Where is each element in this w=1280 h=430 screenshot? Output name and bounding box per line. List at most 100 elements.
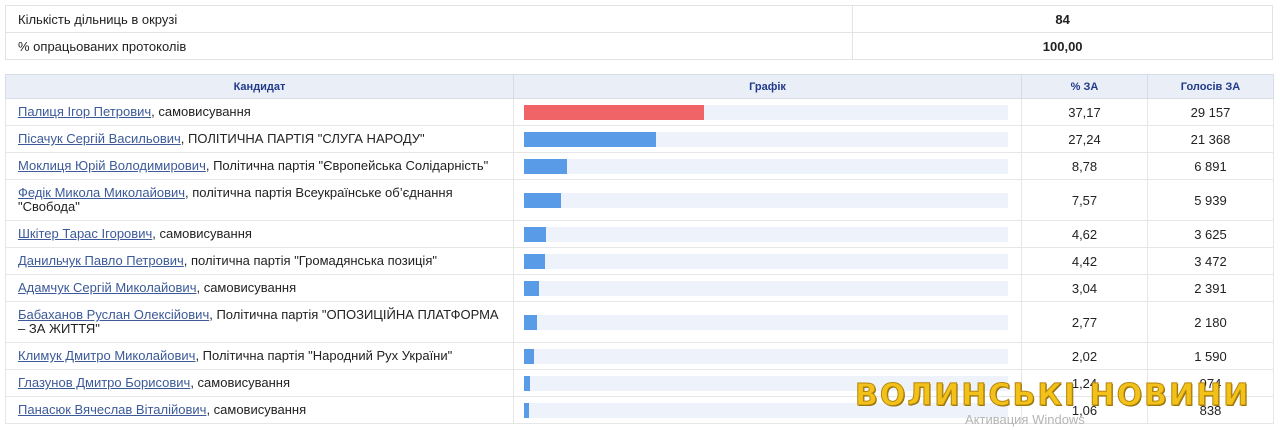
percent-cell: 37,17	[1021, 98, 1148, 126]
candidate-party: , політична партія "Громадянська позиція…	[183, 253, 437, 268]
summary-value: 84	[852, 5, 1273, 33]
votes-cell: 2 180	[1147, 301, 1274, 343]
vote-bar-track	[524, 375, 1008, 391]
table-header-row: Кандидат Графік % ЗА Голосів ЗА	[5, 74, 1274, 99]
table-row: Глазунов Дмитро Борисович, самовисування…	[5, 369, 1274, 397]
vote-bar-track	[524, 192, 1008, 208]
candidate-cell: Бабаханов Руслан Олексійович, Політична …	[5, 301, 514, 343]
candidate-name-link[interactable]: Шкітер Тарас Ігорович	[18, 226, 153, 241]
graph-cell	[513, 396, 1022, 424]
table-row: Панасюк Вячеслав Віталійович, самовисува…	[5, 396, 1274, 424]
candidate-party: , самовисування	[151, 104, 251, 119]
table-row: Бабаханов Руслан Олексійович, Політична …	[5, 301, 1274, 343]
percent-cell: 7,57	[1021, 179, 1148, 221]
graph-cell	[513, 369, 1022, 397]
header-graph: Графік	[513, 74, 1022, 99]
vote-bar	[524, 158, 567, 174]
summary-row: Кількість дільниць в окрузі 84	[4, 5, 1273, 33]
graph-cell	[513, 98, 1022, 126]
votes-cell: 5 939	[1147, 179, 1274, 221]
vote-bar	[524, 402, 529, 418]
vote-bar	[524, 226, 546, 242]
summary-label: % опрацьованих протоколів	[4, 32, 854, 60]
candidate-name-link[interactable]: Моклиця Юрій Володимирович	[18, 158, 206, 173]
candidate-name-link[interactable]: Климук Дмитро Миколайович	[18, 348, 196, 363]
vote-bar-track	[524, 314, 1008, 330]
votes-cell: 3 472	[1147, 247, 1274, 275]
table-row: Федік Микола Миколайович, політична парт…	[5, 179, 1274, 221]
candidate-party: , Політична партія "Європейська Солідарн…	[205, 158, 489, 173]
table-row: Данильчук Павло Петрович, політична парт…	[5, 247, 1274, 275]
table-row: Шкітер Тарас Ігорович, самовисування 4,62…	[5, 220, 1274, 248]
votes-cell: 3 625	[1147, 220, 1274, 248]
table-row: Пісачук Сергій Васильович, ПОЛІТИЧНА ПАР…	[5, 125, 1274, 153]
candidate-name-link[interactable]: Глазунов Дмитро Борисович	[18, 375, 191, 390]
candidate-cell: Глазунов Дмитро Борисович, самовисування	[5, 369, 514, 397]
vote-bar-track	[524, 104, 1008, 120]
candidate-name-link[interactable]: Бабаханов Руслан Олексійович	[18, 307, 210, 322]
candidate-party: , самовисування	[152, 226, 252, 241]
summary-label: Кількість дільниць в окрузі	[4, 5, 854, 33]
percent-cell: 8,78	[1021, 152, 1148, 180]
candidate-cell: Федік Микола Миколайович, політична парт…	[5, 179, 514, 221]
vote-bar-track	[524, 402, 1008, 418]
summary-value: 100,00	[852, 32, 1273, 60]
vote-bar	[524, 104, 704, 120]
graph-cell	[513, 220, 1022, 248]
candidate-name-link[interactable]: Пісачук Сергій Васильович	[18, 131, 181, 146]
candidate-cell: Панасюк Вячеслав Віталійович, самовисува…	[5, 396, 514, 424]
percent-cell: 2,02	[1021, 342, 1148, 370]
candidate-name-link[interactable]: Палиця Ігор Петрович	[18, 104, 152, 119]
votes-cell: 974	[1147, 369, 1274, 397]
percent-cell: 1,06	[1021, 396, 1148, 424]
candidate-name-link[interactable]: Данильчук Павло Петрович	[18, 253, 184, 268]
graph-cell	[513, 247, 1022, 275]
vote-bar-track	[524, 253, 1008, 269]
table-row: Палиця Ігор Петрович, самовисування 37,17…	[5, 98, 1274, 126]
votes-cell: 838	[1147, 396, 1274, 424]
vote-bar	[524, 192, 561, 208]
votes-cell: 29 157	[1147, 98, 1274, 126]
candidate-party: , Політична партія "ОПОЗИЦІЙНА ПЛАТФОРМА…	[18, 307, 499, 336]
vote-bar	[524, 375, 530, 391]
graph-cell	[513, 342, 1022, 370]
graph-cell	[513, 125, 1022, 153]
table-row: Адамчук Сергій Миколайович, самовисуванн…	[5, 274, 1274, 302]
vote-bar-track	[524, 280, 1008, 296]
percent-cell: 2,77	[1021, 301, 1148, 343]
candidate-party: , Політична партія "Народний Рух України…	[195, 348, 453, 363]
graph-cell	[513, 152, 1022, 180]
results-body: Палиця Ігор Петрович, самовисування 37,17…	[5, 98, 1274, 424]
vote-bar-track	[524, 131, 1008, 147]
candidate-cell: Шкітер Тарас Ігорович, самовисування	[5, 220, 514, 248]
vote-bar-track	[524, 158, 1008, 174]
header-votes[interactable]: Голосів ЗА	[1147, 74, 1274, 99]
candidate-name-link[interactable]: Адамчук Сергій Миколайович	[18, 280, 197, 295]
percent-cell: 4,42	[1021, 247, 1148, 275]
vote-bar	[524, 253, 545, 269]
summary-row: % опрацьованих протоколів 100,00	[4, 32, 1273, 60]
candidate-cell: Данильчук Павло Петрович, політична парт…	[5, 247, 514, 275]
candidate-results-table: Кандидат Графік % ЗА Голосів ЗА Палиця І…	[5, 74, 1274, 424]
percent-cell: 4,62	[1021, 220, 1148, 248]
candidate-party: , самовисування	[190, 375, 291, 390]
graph-cell	[513, 274, 1022, 302]
percent-cell: 3,04	[1021, 274, 1148, 302]
votes-cell: 21 368	[1147, 125, 1274, 153]
candidate-name-link[interactable]: Федік Микола Миколайович	[18, 185, 186, 200]
candidate-cell: Моклиця Юрій Володимирович, Політична па…	[5, 152, 514, 180]
votes-cell: 2 391	[1147, 274, 1274, 302]
table-row: Моклиця Юрій Володимирович, Політична па…	[5, 152, 1274, 180]
votes-cell: 1 590	[1147, 342, 1274, 370]
header-candidate[interactable]: Кандидат	[5, 74, 514, 99]
graph-cell	[513, 179, 1022, 221]
percent-cell: 27,24	[1021, 125, 1148, 153]
candidate-name-link[interactable]: Панасюк Вячеслав Віталійович	[18, 402, 207, 417]
vote-bar-track	[524, 226, 1008, 242]
candidate-party: , самовисування	[196, 280, 297, 295]
header-percent[interactable]: % ЗА	[1021, 74, 1148, 99]
vote-bar-track	[524, 348, 1008, 364]
district-summary-table: Кількість дільниць в окрузі 84 % опрацьо…	[4, 5, 1273, 60]
windows-activation-watermark: Активация Windows	[965, 412, 1085, 427]
candidate-party: , самовисування	[206, 402, 307, 417]
